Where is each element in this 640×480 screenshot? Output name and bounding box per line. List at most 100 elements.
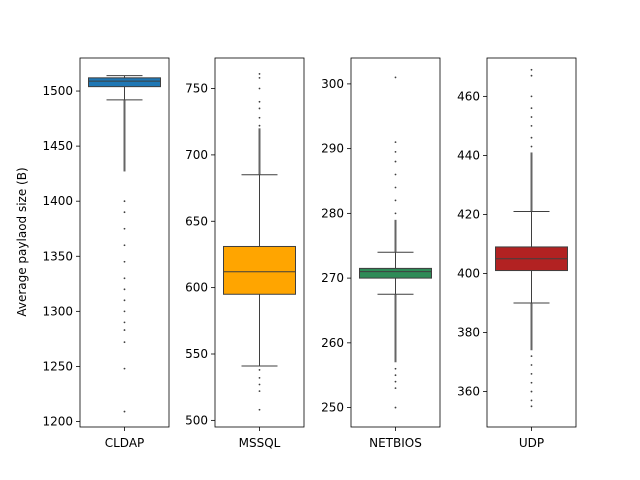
y-tick-label: 380 bbox=[457, 326, 480, 340]
outlier-point bbox=[530, 355, 533, 358]
y-tick-label: 700 bbox=[185, 148, 208, 162]
outlier-point bbox=[123, 260, 126, 263]
y-tick-label: 250 bbox=[321, 401, 344, 415]
panel-frame bbox=[214, 57, 305, 428]
panels-container: 1200 1250 1300 1350 1400 1450 1500 CLDAP 500 550 6… bbox=[42, 57, 577, 450]
y-tick-label: 290 bbox=[321, 142, 344, 156]
outlier-point bbox=[394, 374, 397, 377]
outlier-point bbox=[530, 136, 533, 139]
outlier-point bbox=[530, 95, 533, 98]
outlier-band bbox=[123, 99, 126, 172]
outlier-point bbox=[394, 150, 397, 153]
outlier-point bbox=[394, 199, 397, 202]
y-tick-label: 270 bbox=[321, 271, 344, 285]
outlier-point bbox=[258, 116, 261, 119]
outlier-point bbox=[123, 321, 126, 324]
outlier-point bbox=[123, 410, 126, 413]
outlier-point bbox=[530, 116, 533, 118]
outlier-point bbox=[123, 288, 126, 291]
y-tick-label: 1500 bbox=[42, 84, 73, 98]
y-axis-label: Average paylaod size (B) bbox=[15, 167, 29, 316]
outlier-point bbox=[123, 310, 126, 313]
outlier-band bbox=[394, 294, 397, 363]
outlier-point bbox=[258, 390, 261, 393]
outlier-point bbox=[123, 341, 126, 344]
outlier-point bbox=[394, 76, 397, 79]
outlier-point bbox=[258, 107, 261, 110]
outlier-point bbox=[123, 299, 126, 302]
outlier-point bbox=[258, 87, 261, 90]
y-tick-label: 650 bbox=[185, 214, 208, 228]
outlier-point bbox=[258, 77, 261, 79]
y-tick-label: 500 bbox=[185, 413, 208, 427]
outlier-point bbox=[258, 383, 261, 386]
outlier-band bbox=[530, 152, 533, 212]
outlier-point bbox=[123, 200, 126, 203]
outlier-point bbox=[530, 145, 533, 148]
outlier-point bbox=[530, 372, 533, 375]
outlier-point bbox=[530, 107, 533, 110]
outlier-point bbox=[394, 387, 397, 390]
y-tick-label: 1250 bbox=[42, 359, 73, 373]
outlier-point bbox=[258, 408, 261, 411]
outlier-point bbox=[394, 367, 397, 370]
outlier-point bbox=[530, 405, 533, 408]
panel-frame bbox=[486, 57, 577, 428]
outlier-point bbox=[123, 244, 126, 247]
panel-cldap: 1200 1250 1300 1350 1400 1450 1500 CLDAP bbox=[42, 57, 170, 450]
outlier-point bbox=[123, 211, 126, 214]
y-tick-label: 1400 bbox=[42, 194, 73, 208]
outlier-point bbox=[394, 380, 397, 383]
y-tick-label: 360 bbox=[457, 385, 480, 399]
outlier-point bbox=[394, 406, 397, 409]
y-tick-label: 300 bbox=[321, 77, 344, 91]
outlier-point bbox=[258, 100, 261, 103]
y-tick-label: 400 bbox=[457, 266, 480, 280]
x-tick-label: CLDAP bbox=[105, 436, 145, 450]
outlier-point bbox=[123, 277, 126, 280]
y-tick-label: 550 bbox=[185, 347, 208, 361]
y-tick-label: 460 bbox=[457, 89, 480, 103]
y-tick-label: 440 bbox=[457, 148, 480, 162]
panel-mssql: 500 550 600 650 700 750 MSSQL bbox=[185, 57, 305, 450]
x-tick-label: UDP bbox=[519, 436, 544, 450]
outlier-band bbox=[394, 219, 397, 253]
outlier-point bbox=[530, 390, 533, 393]
outlier-point bbox=[123, 367, 126, 370]
x-tick-label: MSSQL bbox=[239, 436, 281, 450]
outlier-point bbox=[530, 124, 533, 127]
panel-frame bbox=[350, 57, 441, 428]
outlier-point bbox=[530, 399, 533, 402]
outlier-point bbox=[394, 173, 397, 176]
outlier-point bbox=[123, 329, 126, 331]
panel-udp: 360 380 400 420 440 460 UDP bbox=[457, 57, 577, 450]
y-tick-label: 1450 bbox=[42, 139, 73, 153]
outlier-point bbox=[394, 212, 397, 215]
y-tick-label: 600 bbox=[185, 281, 208, 295]
outlier-point bbox=[530, 381, 533, 384]
box-iqr bbox=[223, 245, 296, 295]
y-tick-label: 280 bbox=[321, 206, 344, 220]
outlier-band bbox=[530, 303, 533, 351]
y-tick-label: 1300 bbox=[42, 304, 73, 318]
outlier-point bbox=[530, 74, 533, 77]
outlier-point bbox=[258, 376, 261, 379]
outlier-point bbox=[258, 369, 261, 371]
outlier-point bbox=[123, 227, 126, 230]
x-tick-label: NETBIOS bbox=[369, 436, 422, 450]
outlier-point bbox=[258, 124, 261, 127]
y-tick-label: 420 bbox=[457, 207, 480, 221]
outlier-point bbox=[394, 141, 397, 144]
outlier-point bbox=[394, 160, 397, 163]
y-tick-label: 750 bbox=[185, 82, 208, 96]
panel-netbios: 250 260 270 280 290 300 NETBIOS bbox=[321, 57, 441, 450]
box-iqr bbox=[88, 77, 161, 88]
outlier-band bbox=[258, 128, 261, 175]
y-tick-label: 1350 bbox=[42, 249, 73, 263]
outlier-point bbox=[258, 73, 261, 75]
outlier-point bbox=[530, 364, 533, 366]
outlier-point bbox=[394, 186, 397, 189]
y-tick-label: 1200 bbox=[42, 414, 73, 428]
